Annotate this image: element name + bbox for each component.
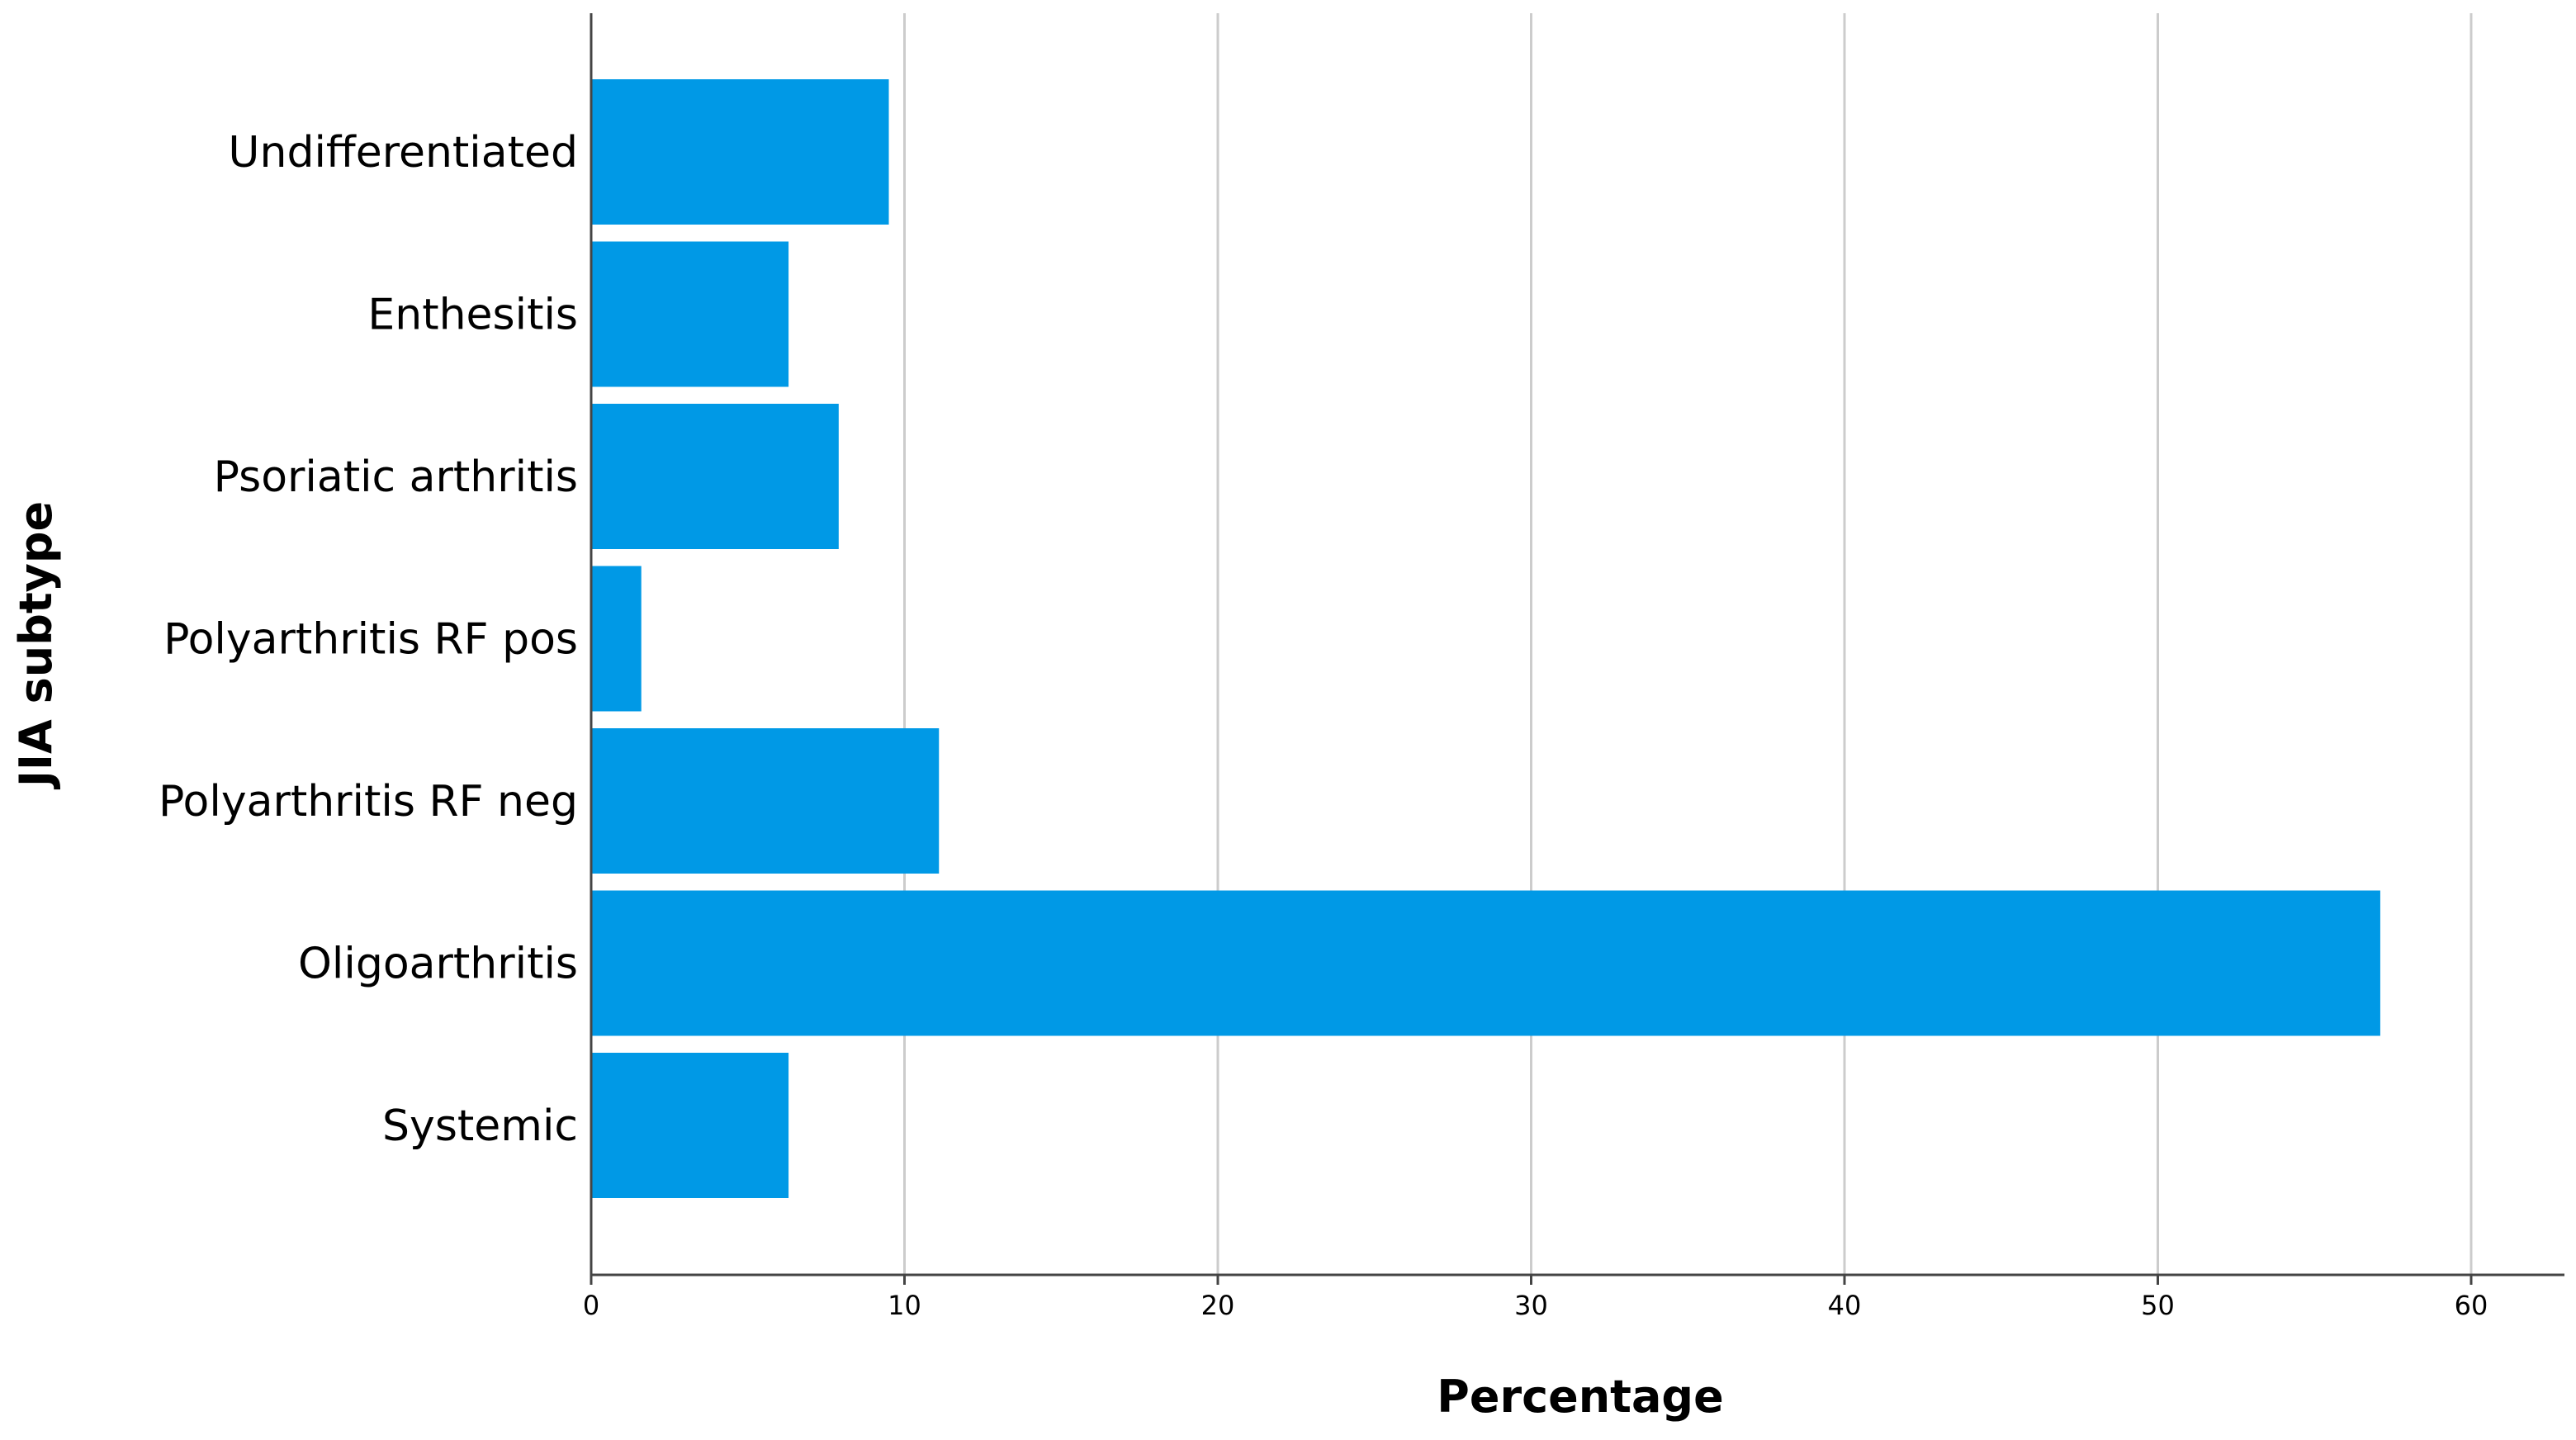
bar-oligoarthritis	[591, 890, 2380, 1036]
x-tick-labels: 0 10 20 30 40 50 60	[583, 1275, 2488, 1321]
x-tick-label: 0	[583, 1290, 599, 1321]
bar-enthesitis	[591, 241, 789, 387]
category-label: Enthesitis	[367, 291, 578, 340]
category-label: Oligoarthritis	[298, 940, 578, 989]
bar-psoriatic-arthritis	[591, 404, 839, 549]
bar-polyarthritis-rf-pos	[591, 566, 642, 712]
category-label: Psoriatic arthritis	[214, 452, 578, 502]
axes	[590, 13, 2564, 1277]
x-tick-label: 10	[888, 1290, 921, 1321]
category-label: Polyarthritis RF neg	[159, 777, 578, 827]
x-tick-label: 30	[1514, 1290, 1548, 1321]
x-tick-label: 50	[2141, 1290, 2175, 1321]
y-axis-title: JIA subtype	[10, 501, 62, 790]
category-label: Systemic	[382, 1101, 578, 1151]
x-axis-title: Percentage	[1437, 1371, 1723, 1423]
bar-systemic	[591, 1053, 789, 1198]
category-label: Undifferentiated	[228, 128, 578, 178]
x-tick-label: 60	[2455, 1290, 2488, 1321]
category-labels: Undifferentiated Enthesitis Psoriatic arth…	[159, 128, 578, 1151]
x-tick-label: 20	[1201, 1290, 1235, 1321]
bar-polyarthritis-rf-neg	[591, 728, 940, 874]
gridlines	[903, 13, 2473, 1275]
x-tick-label: 40	[1828, 1290, 1862, 1321]
bars	[591, 79, 2380, 1198]
category-label: Polyarthritis RF pos	[163, 615, 578, 665]
bar-undifferentiated	[591, 79, 889, 225]
